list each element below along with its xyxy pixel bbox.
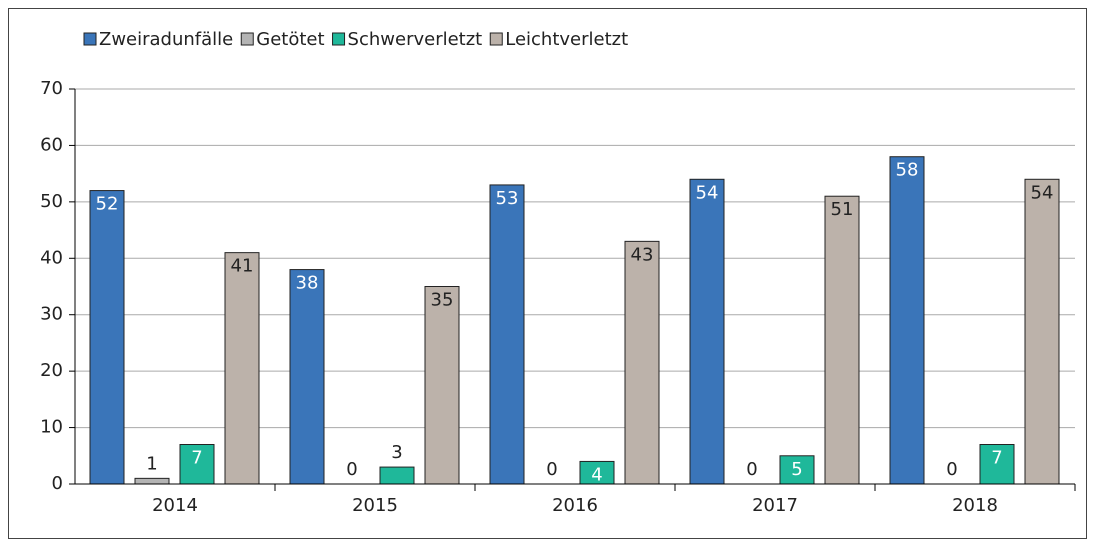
data-label: 7 — [991, 448, 1002, 469]
y-tick-label: 30 — [40, 304, 63, 325]
bar — [179, 444, 215, 485]
data-label: 43 — [631, 244, 654, 265]
legend-label: Getötet — [256, 29, 324, 50]
data-label: 3 — [391, 442, 402, 463]
y-tick-label: 70 — [40, 78, 63, 99]
data-label: 35 — [431, 290, 454, 311]
bar — [424, 286, 460, 485]
y-tick-label: 0 — [52, 473, 63, 494]
legend-swatch — [489, 32, 503, 46]
data-label: 53 — [496, 188, 519, 209]
legend-swatch — [240, 32, 254, 46]
data-label: 54 — [1031, 182, 1054, 203]
bar — [624, 240, 660, 485]
bar — [89, 190, 125, 485]
data-label: 4 — [591, 464, 602, 485]
x-tick-label: 2016 — [552, 495, 598, 516]
bar — [889, 156, 925, 485]
data-label: 5 — [791, 459, 802, 480]
bar — [824, 195, 860, 485]
data-label: 0 — [346, 459, 357, 480]
data-label: 54 — [696, 182, 719, 203]
bar — [224, 252, 260, 485]
legend-label: Zweiradunfälle — [99, 29, 233, 50]
y-tick-label: 10 — [40, 417, 63, 438]
data-label: 0 — [746, 459, 757, 480]
data-label: 51 — [831, 199, 854, 220]
bar — [289, 269, 325, 485]
data-label: 1 — [146, 453, 157, 474]
legend-swatch — [332, 32, 346, 46]
data-label: 41 — [231, 256, 254, 277]
legend-label: Leichtverletzt — [505, 29, 628, 50]
y-tick-label: 20 — [40, 360, 63, 381]
bar — [379, 466, 415, 485]
y-tick-label: 60 — [40, 134, 63, 155]
data-label: 7 — [191, 448, 202, 469]
y-tick-label: 40 — [40, 247, 63, 268]
x-tick-label: 2018 — [952, 495, 998, 516]
data-label: 0 — [546, 459, 557, 480]
bar — [1024, 178, 1060, 485]
chart-border — [8, 8, 1087, 539]
data-label: 0 — [946, 459, 957, 480]
data-label: 58 — [896, 160, 919, 181]
bar — [489, 184, 525, 485]
bar — [134, 477, 170, 485]
bar — [689, 178, 725, 485]
data-label: 38 — [296, 273, 319, 294]
bar — [979, 444, 1015, 485]
x-tick-label: 2015 — [352, 495, 398, 516]
x-tick-label: 2017 — [752, 495, 798, 516]
data-label: 52 — [96, 194, 119, 215]
legend-label: Schwerverletzt — [348, 29, 483, 50]
bar — [779, 455, 815, 485]
y-tick-label: 50 — [40, 191, 63, 212]
legend-swatch — [83, 32, 97, 46]
x-tick-label: 2014 — [152, 495, 198, 516]
